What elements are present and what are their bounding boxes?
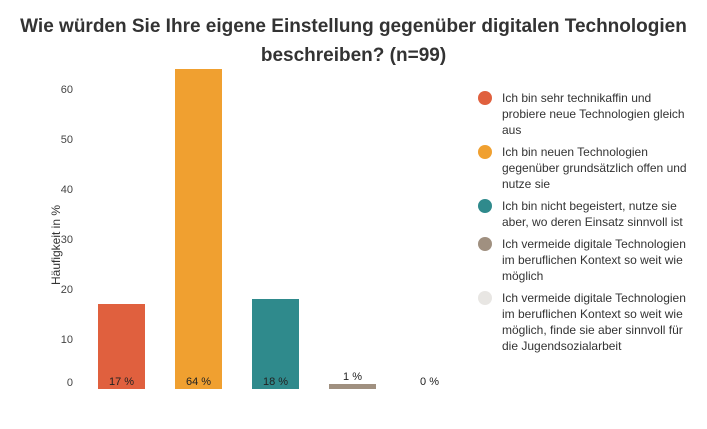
legend-label: Ich vermeide digitale Technologien im be… [502, 291, 686, 353]
bar [329, 384, 376, 389]
y-tick-label: 30 [61, 234, 73, 246]
y-axis-ticks: 0 10 20 30 40 50 60 [61, 84, 73, 389]
y-tick-label: 50 [61, 134, 73, 146]
y-tick-label: 60 [61, 84, 73, 96]
y-tick-label: 10 [61, 334, 73, 346]
y-axis-label: Häufigkeit in % [49, 205, 63, 285]
bar-value-label: 64 % [186, 376, 211, 388]
legend-label: Ich bin sehr technikaffin und probiere n… [502, 91, 685, 137]
legend-item: Ich vermeide digitale Technologien im be… [478, 236, 687, 284]
y-tick-label: 40 [61, 184, 73, 196]
bar [98, 304, 145, 389]
legend-item: Ich vermeide digitale Technologien im be… [478, 290, 687, 354]
legend-item: Ich bin nicht begeistert, nutze sie aber… [478, 198, 687, 230]
y-tick-label: 20 [61, 284, 73, 296]
bar-value-label: 17 % [109, 376, 134, 388]
bar [175, 69, 222, 389]
bar-value-label: 1 % [343, 371, 362, 383]
bar-value-label: 0 % [420, 376, 439, 388]
legend-label: Ich bin neuen Technologien gegenüber gru… [502, 145, 687, 191]
bars [98, 69, 376, 389]
legend-item: Ich bin sehr technikaffin und probiere n… [478, 90, 687, 138]
legend-label: Ich vermeide digitale Technologien im be… [502, 237, 686, 283]
legend-item: Ich bin neuen Technologien gegenüber gru… [478, 144, 687, 192]
legend-label: Ich bin nicht begeistert, nutze sie aber… [502, 199, 683, 229]
legend-swatch [478, 145, 492, 159]
legend-swatch [478, 291, 492, 305]
bar [252, 299, 299, 389]
legend-swatch [478, 91, 492, 105]
legend-swatch [478, 237, 492, 251]
chart-title: Wie würden Sie Ihre eigene Einstellung g… [20, 16, 687, 66]
bar-value-label: 18 % [263, 376, 288, 388]
value-labels: 17 % 64 % 18 % 1 % 0 % [109, 371, 439, 388]
legend-swatch [478, 199, 492, 213]
y-tick-label: 0 [67, 377, 73, 389]
